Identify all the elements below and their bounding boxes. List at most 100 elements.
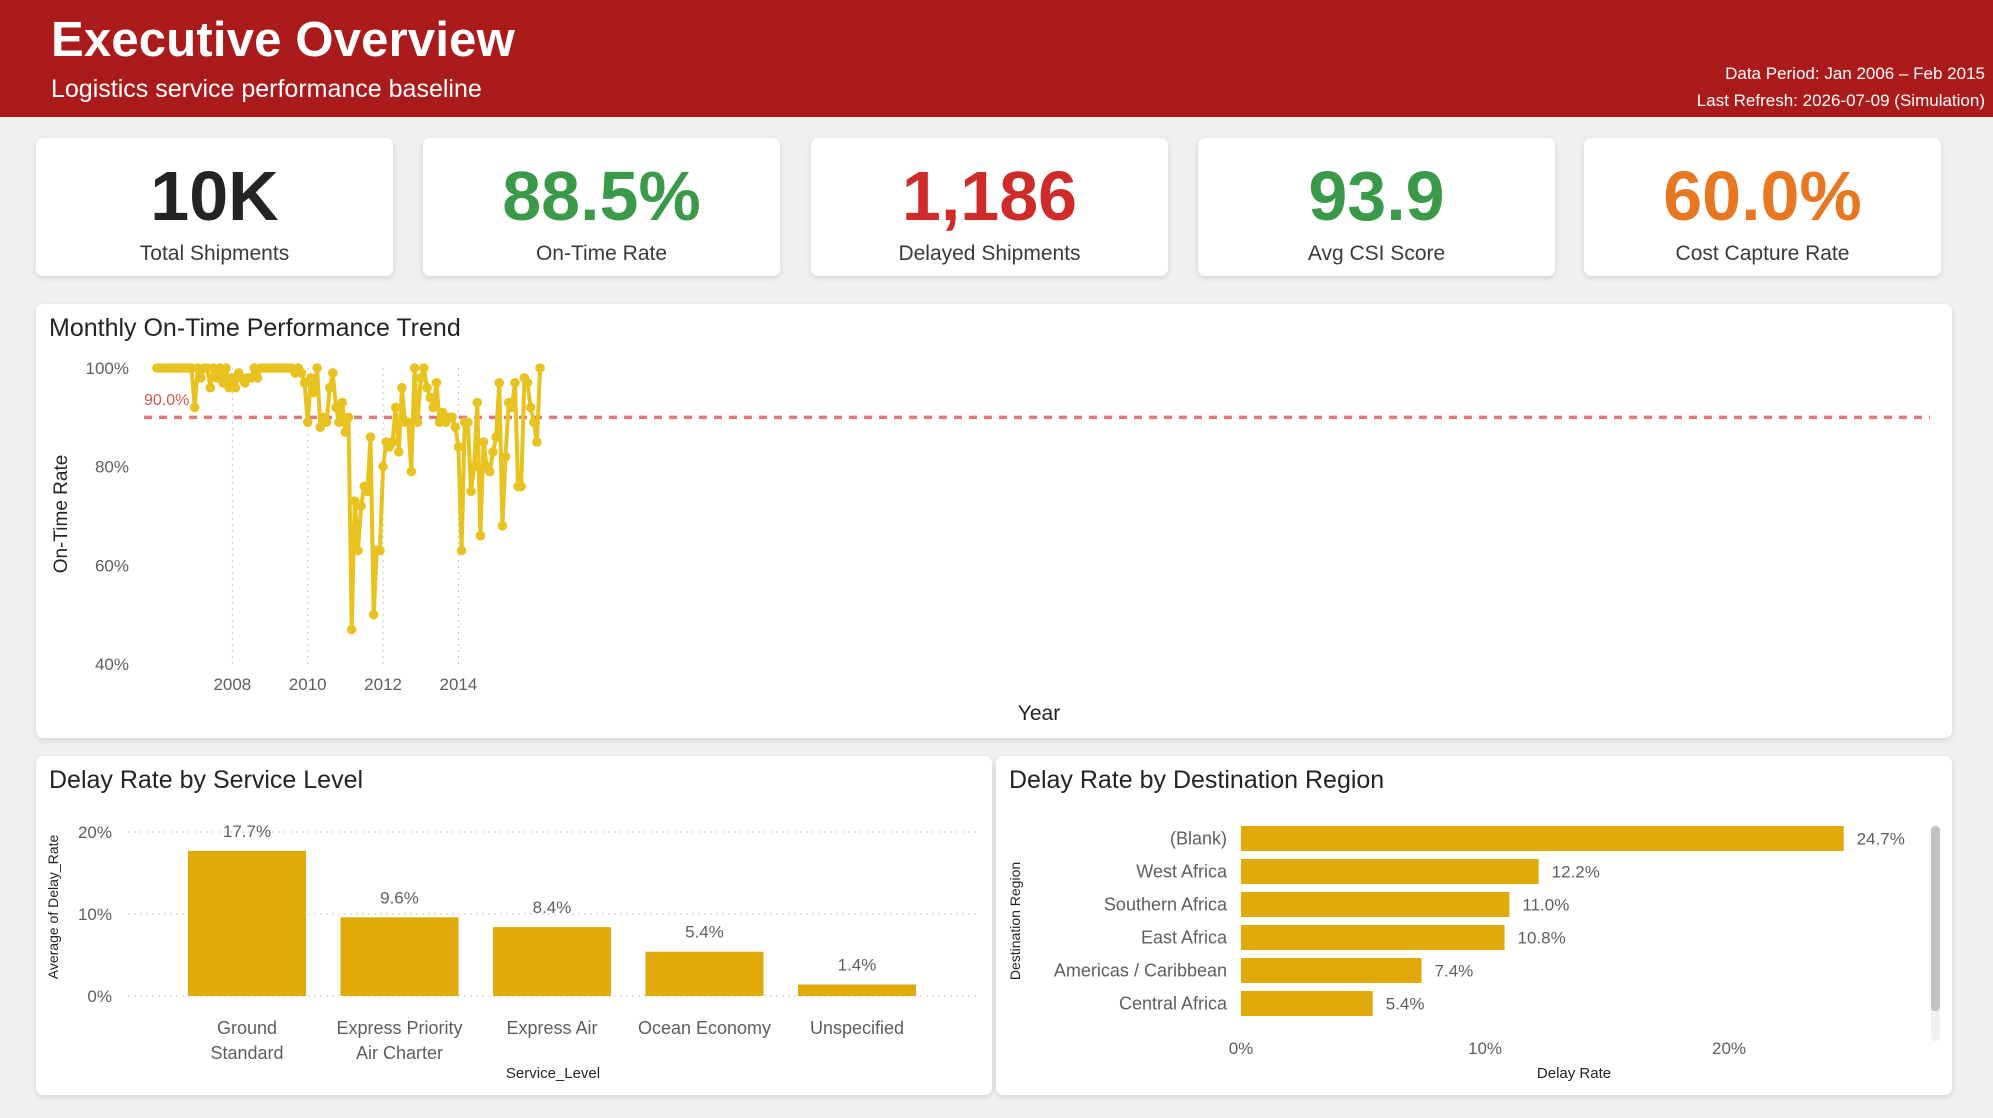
trend-data-point <box>221 363 231 373</box>
service-level-panel[interactable]: Delay Rate by Service Level Average of D… <box>36 756 992 1095</box>
trend-data-point <box>337 397 348 408</box>
trend-data-point <box>478 437 489 447</box>
trend-data-point <box>196 373 206 383</box>
kpi-card-total-shipments[interactable]: 10K Total Shipments <box>36 138 393 276</box>
trend-title: Monthly On-Time Performance Trend <box>49 314 461 342</box>
header-meta: Data Period: Jan 2006 – Feb 2015 Last Re… <box>1697 60 1985 114</box>
region-bar <box>1241 991 1373 1016</box>
service-level-title: Delay Rate by Service Level <box>49 766 364 794</box>
trend-panel[interactable]: Monthly On-Time Performance Trend On-Tim… <box>36 304 1952 738</box>
kpi-label: Delayed Shipments <box>898 242 1081 265</box>
service-level-category-label: Ocean Economy <box>638 1018 771 1038</box>
trend-data-point <box>365 432 376 442</box>
trend-data-point <box>456 545 467 556</box>
trend-data-point <box>375 545 385 556</box>
trend-data-point <box>230 382 241 393</box>
trend-data-point <box>189 402 200 413</box>
data-period-text: Data Period: Jan 2006 – Feb 2015 <box>1725 64 1985 83</box>
service-level-category-label: Express Air <box>506 1018 597 1038</box>
trend-data-point <box>500 452 511 462</box>
region-category-label: (Blank) <box>1170 829 1227 849</box>
trend-data-point <box>378 461 388 472</box>
service-level-bar <box>188 850 306 996</box>
region-data-label: 11.0% <box>1522 896 1569 915</box>
region-bar <box>1241 826 1844 851</box>
region-category-label: East Africa <box>1141 928 1228 948</box>
trend-data-point <box>507 402 517 413</box>
trend-data-point <box>393 447 404 457</box>
trend-data-point <box>340 427 351 437</box>
region-bar <box>1241 925 1505 950</box>
kpi-label: Total Shipments <box>139 242 290 265</box>
region-x-axis-label: Delay Rate <box>1537 1065 1611 1082</box>
service-level-data-label: 9.6% <box>380 888 419 907</box>
trend-data-point <box>425 392 435 403</box>
trend-data-point <box>406 466 417 477</box>
service-level-bar <box>798 984 916 996</box>
trend-data-point <box>529 417 539 428</box>
trend-data-point <box>205 382 216 393</box>
trend-x-tick-label: 2012 <box>364 675 402 694</box>
trend-data-point <box>403 417 414 428</box>
trend-data-point <box>491 432 501 442</box>
trend-y-axis-label: On-Time Rate <box>51 455 72 574</box>
region-bar <box>1241 892 1510 917</box>
region-panel[interactable]: Delay Rate by Destination Region Destina… <box>996 756 1952 1095</box>
trend-x-tick-label: 2010 <box>289 675 327 694</box>
trend-data-point <box>321 417 332 428</box>
page-subtitle: Logistics service performance baseline <box>51 75 482 103</box>
region-y-axis-label: Destination Region <box>1007 862 1023 980</box>
region-scrollbar[interactable] <box>1931 826 1940 1041</box>
region-category-label: Americas / Caribbean <box>1054 961 1227 981</box>
trend-data-point <box>475 530 486 541</box>
last-refresh-text: Last Refresh: 2026-07-09 (Simulation) <box>1696 91 1985 110</box>
trend-data-point <box>353 545 363 556</box>
trend-data-point <box>466 486 476 497</box>
service-level-bar <box>493 927 611 996</box>
trend-data-point <box>312 363 322 373</box>
trend-data-point <box>415 373 426 383</box>
trend-data-point <box>409 363 420 373</box>
trend-data-point <box>510 378 520 388</box>
region-data-label: 12.2% <box>1552 863 1600 882</box>
kpi-card-delayed-shipments[interactable]: 1,186 Delayed Shipments <box>811 138 1168 276</box>
trend-data-point <box>472 397 483 408</box>
trend-data-point <box>453 442 464 452</box>
kpi-card-cost-capture-rate[interactable]: 60.0% Cost Capture Rate <box>1584 138 1941 276</box>
trend-data-point <box>328 368 338 378</box>
trend-data-point <box>431 378 442 388</box>
service-level-data-label: 8.4% <box>533 898 572 917</box>
trend-data-point <box>334 417 344 428</box>
trend-data-point <box>306 373 316 383</box>
service-level-x-axis-label: Service_Level <box>506 1065 600 1082</box>
trend-data-point <box>450 422 461 432</box>
trend-data-point <box>516 481 527 492</box>
trend-chart: On-Time Rate Year 90.0% 2008 2010 2012 2014… <box>51 359 1930 725</box>
header-banner: Executive Overview Logistics service per… <box>0 0 1993 117</box>
service-level-category-label: Air Charter <box>356 1043 443 1063</box>
trend-y-tick-label: 60% <box>95 556 129 575</box>
trend-data-point <box>302 417 313 428</box>
kpi-label: Cost Capture Rate <box>1675 242 1850 265</box>
region-x-tick-label: 10% <box>1468 1039 1502 1058</box>
trend-data-point <box>485 466 495 477</box>
kpi-value: 60.0% <box>1663 157 1862 235</box>
kpi-card-avg-csi-score[interactable]: 93.9 Avg CSI Score <box>1198 138 1555 276</box>
trend-data-point <box>397 382 407 393</box>
trend-x-tick-label: 2008 <box>213 675 251 694</box>
region-data-label: 7.4% <box>1435 962 1474 981</box>
region-scrollbar-thumb[interactable] <box>1931 826 1940 1011</box>
region-bar <box>1241 958 1422 983</box>
service-level-data-label: 5.4% <box>685 923 724 942</box>
kpi-card-on-time-rate[interactable]: 88.5% On-Time Rate <box>423 138 780 276</box>
trend-data-point <box>390 402 401 413</box>
service-level-y-tick-label: 10% <box>78 905 112 924</box>
service-level-y-tick-label: 0% <box>87 987 112 1006</box>
kpi-value: 1,186 <box>901 157 1078 235</box>
trend-data-point <box>346 624 357 635</box>
trend-data-point <box>428 402 439 413</box>
trend-y-tick-label: 100% <box>86 359 129 378</box>
region-data-label: 10.8% <box>1518 929 1566 948</box>
trend-data-point <box>525 402 536 413</box>
trend-data-point <box>324 382 335 393</box>
